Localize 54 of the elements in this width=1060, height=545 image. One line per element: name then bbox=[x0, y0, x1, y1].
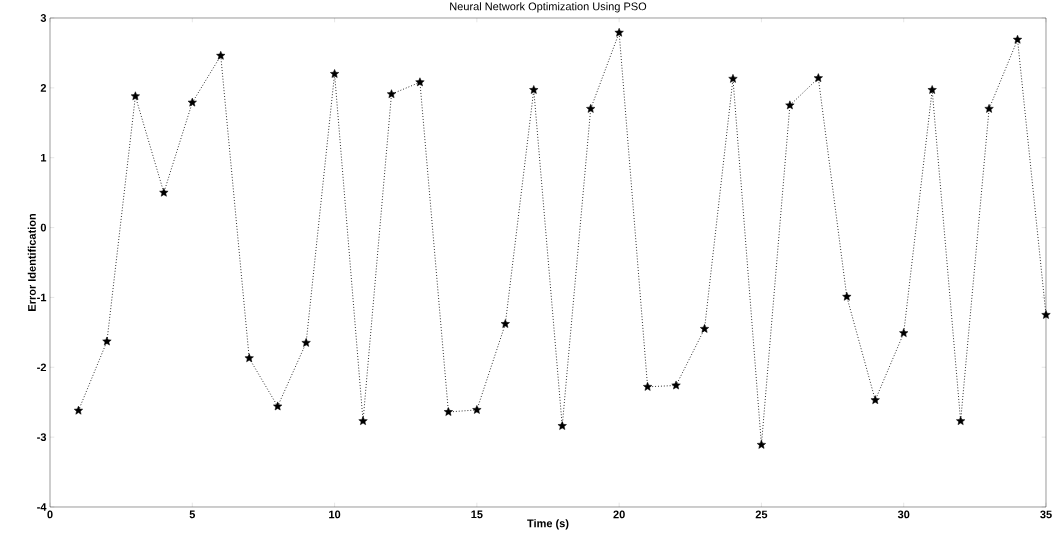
point bbox=[586, 104, 596, 113]
point bbox=[301, 338, 311, 347]
point bbox=[927, 85, 937, 94]
point bbox=[785, 100, 795, 110]
point bbox=[216, 50, 226, 60]
x-tick-label: 25 bbox=[755, 510, 768, 519]
point bbox=[899, 328, 909, 337]
x-tick-label: 5 bbox=[189, 510, 196, 519]
x-axis-title: Time (s) bbox=[527, 519, 569, 530]
point bbox=[813, 73, 823, 82]
point bbox=[1013, 34, 1023, 44]
point bbox=[102, 336, 112, 346]
chart-title: Neural Network Optimization Using PSO bbox=[450, 2, 647, 13]
point bbox=[187, 97, 197, 107]
point bbox=[956, 416, 966, 425]
point bbox=[472, 405, 482, 414]
point bbox=[358, 416, 368, 425]
y-tick-label: -3 bbox=[37, 433, 47, 442]
x-tick-label: 30 bbox=[897, 510, 910, 519]
y-tick-label: -2 bbox=[37, 363, 47, 372]
point bbox=[415, 77, 425, 87]
point bbox=[671, 380, 681, 390]
point bbox=[529, 85, 539, 94]
point bbox=[500, 319, 510, 328]
point bbox=[614, 27, 624, 37]
point bbox=[699, 324, 710, 333]
point bbox=[130, 91, 140, 101]
x-tick-label: 35 bbox=[1040, 510, 1052, 519]
y-tick-label: 2 bbox=[40, 84, 47, 92]
point bbox=[443, 407, 453, 416]
y-axis-title: Error Identification bbox=[27, 213, 36, 311]
point bbox=[557, 421, 567, 430]
y-tick-label: 0 bbox=[40, 223, 47, 232]
point bbox=[756, 440, 766, 449]
point bbox=[643, 382, 653, 391]
x-tick-label: 10 bbox=[329, 510, 341, 519]
point bbox=[244, 353, 254, 363]
x-tick-label: 20 bbox=[613, 510, 625, 519]
point bbox=[386, 89, 397, 99]
x-tick-label: 0 bbox=[47, 510, 53, 519]
y-tick-label: -4 bbox=[37, 503, 47, 511]
point bbox=[842, 291, 852, 301]
point bbox=[273, 401, 283, 411]
y-tick-label: 3 bbox=[40, 14, 47, 22]
y-tick-label: -1 bbox=[37, 293, 47, 302]
point bbox=[728, 74, 738, 83]
y-tick-label: 1 bbox=[41, 153, 47, 162]
point bbox=[73, 405, 83, 415]
point bbox=[330, 69, 340, 78]
point bbox=[984, 104, 994, 113]
point bbox=[870, 395, 880, 404]
point bbox=[159, 187, 169, 197]
point bbox=[1041, 310, 1051, 319]
x-tick-label: 15 bbox=[471, 510, 483, 519]
